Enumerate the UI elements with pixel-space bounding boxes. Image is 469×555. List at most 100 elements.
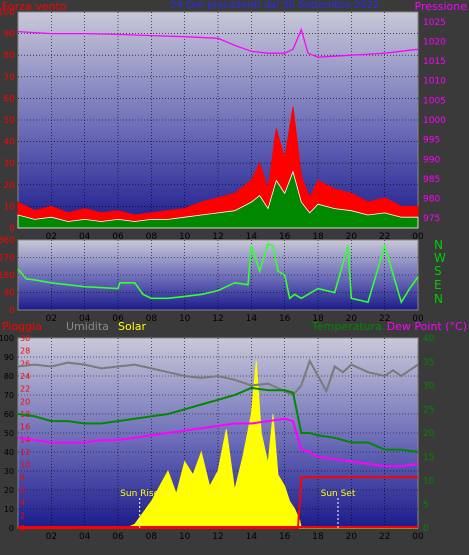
x-tick-label: 06 [112,532,124,542]
y-tick-label-rain: 16 [20,423,30,432]
y-tick-label-humidity: 30 [4,467,14,476]
x-tick-label: 22 [379,532,390,542]
sunset-label: Sun Set [321,489,356,499]
pressure-line [17,27,419,58]
chart-title: 24 Ore precedenti dal 30 Settembre 2022 [170,0,380,11]
y-tick-label-temperature: 40 [423,334,435,344]
y-tick-label-rain: 10 [20,461,30,470]
y-tick-label-humidity: 50 [4,429,14,438]
y-tick-label-direction: 90 [4,289,16,299]
y-tick-label-rain: 20 [20,397,30,406]
x-tick-label: 16 [279,232,291,242]
y-tick-label-humidity: 90 [4,353,14,362]
x-tick-label: 12 [212,314,223,324]
y-tick-label-rain: 4 [20,499,25,508]
y-tick-label-rain: 26 [20,359,30,368]
x-tick-label: 22 [379,314,390,324]
dir-compass-label: N [434,238,443,252]
y-tick-label-rain: 28 [20,347,30,356]
y-tick-label-rain: 6 [20,486,25,495]
x-tick-label: 02 [46,314,57,324]
y-tick-label-wind: 100 [0,8,15,18]
y-tick-label-humidity: 10 [4,505,14,514]
x-tick-label: 14 [246,232,258,242]
y-tick-label-humidity: 40 [4,448,14,457]
x-tick-label: 20 [346,232,358,242]
y-tick-label-humidity: 60 [4,410,14,419]
y-tick-label-temperature: 20 [423,429,435,439]
x-tick-label: 08 [146,314,158,324]
x-tick-label: 10 [179,314,191,324]
y-tick-label-humidity: 100 [0,334,14,343]
x-tick-label: 14 [246,532,258,542]
wind-gust-area [17,106,419,229]
x-tick-label: 06 [112,314,124,324]
y-tick-label-direction: 360 [0,236,15,246]
x-tick-label: 10 [179,232,191,242]
y-tick-label-wind: 40 [4,138,16,148]
y-tick-label-pressure: 1010 [423,77,446,87]
y-tick-label-direction: 0 [9,306,15,316]
dir-compass-label: S [434,264,442,278]
dewpoint-label: Dew Point (°C) [386,320,467,333]
x-tick-label: 12 [212,232,223,242]
x-tick-label: 12 [212,532,223,542]
solar-label: Solar [118,320,147,333]
wind-direction-line [17,242,419,305]
y-tick-label-wind: 10 [4,202,16,212]
humidity-line [17,358,419,397]
y-tick-label-rain: 2 [20,511,25,520]
y-tick-label-temperature: 25 [423,405,434,415]
temperature-line [17,386,419,453]
y-tick-label-wind: 30 [4,159,16,169]
y-tick-label-pressure: 985 [423,175,440,185]
dewpoint-line [17,417,419,468]
y-tick-label-humidity: 80 [4,372,14,381]
y-tick-label-humidity: 70 [4,391,14,400]
x-tick-label: 20 [346,532,358,542]
y-tick-label-pressure: 990 [423,155,440,165]
y-tick-label-rain: 8 [20,473,25,482]
y-tick-label-direction: 180 [0,271,15,281]
x-tick-label: 18 [312,532,324,542]
y-tick-label-rain: 24 [20,372,30,381]
y-tick-label-temperature: 35 [423,358,434,368]
y-tick-label-rain: 22 [20,385,30,394]
wind-label: Forza vento [2,0,67,13]
y-tick-label-wind: 90 [4,30,16,40]
dir-compass-label: W [434,251,446,265]
temperature-label: Temperatura [312,320,382,333]
y-tick-label-rain: 12 [20,448,30,457]
dir-compass-label: E [434,278,442,292]
x-tick-label: 02 [46,232,57,242]
x-tick-label: 08 [146,232,158,242]
x-tick-label: 00 [412,532,424,542]
x-tick-label: 18 [312,314,324,324]
x-tick-label: 14 [246,314,258,324]
wind-average-area [17,170,419,229]
y-tick-label-temperature: 0 [423,524,429,534]
y-tick-label-wind: 80 [4,51,16,61]
solar-area [18,360,418,529]
x-tick-label: 00 [412,314,424,324]
x-tick-label: 04 [79,232,91,242]
x-tick-label: 04 [79,314,91,324]
y-tick-label-pressure: 995 [423,136,440,146]
x-tick-label: 08 [146,532,158,542]
x-tick-label: 16 [279,314,291,324]
y-tick-label-humidity: 20 [4,486,14,495]
y-tick-label-pressure: 1020 [423,37,446,47]
y-tick-label-temperature: 5 [423,500,429,510]
x-tick-label: 10 [179,532,191,542]
y-tick-label-pressure: 1000 [423,116,446,126]
x-tick-label: 00 [412,232,424,242]
y-tick-label-wind: 70 [4,73,16,83]
y-tick-label-wind: 60 [4,94,16,104]
y-tick-label-pressure: 980 [423,195,440,205]
x-tick-label: 04 [79,532,91,542]
humidity-label: Umidita [66,320,109,333]
y-tick-label-pressure: 975 [423,214,440,224]
y-tick-label-wind: 20 [4,181,16,191]
x-tick-label: 18 [312,232,324,242]
y-tick-label-rain: 30 [20,334,30,343]
